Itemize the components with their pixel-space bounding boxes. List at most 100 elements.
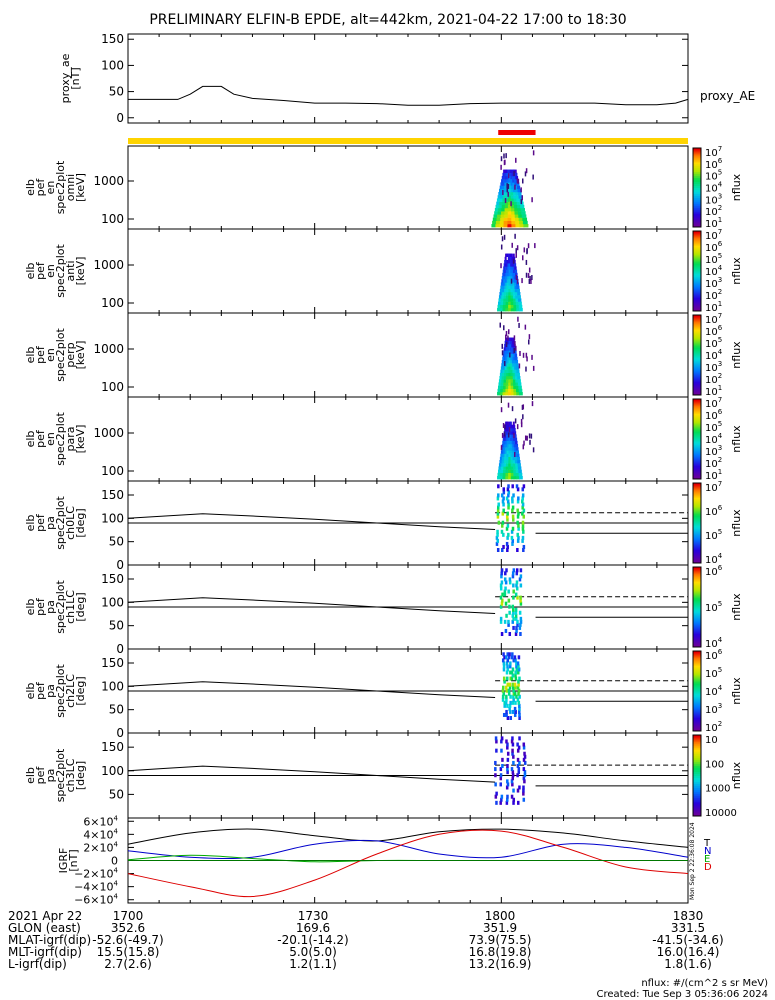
pitch-angle-cell (504, 700, 508, 705)
y-axis-label-line: anti (64, 260, 77, 281)
pitch-angle-cell (515, 628, 518, 633)
spectrogram-cell (507, 440, 510, 445)
spectrogram-speckle (514, 341, 516, 347)
colorbar-cell (693, 343, 701, 346)
pitch-angle-cell (521, 496, 524, 501)
colorbar-cell (693, 789, 701, 793)
colorbar-cell (693, 679, 701, 682)
spectrogram-cell (510, 366, 514, 370)
spectrogram-cell (510, 198, 515, 202)
pitch-angle-cell (505, 514, 509, 519)
spectrogram-cell (508, 176, 512, 180)
spectrogram-cell (512, 292, 516, 296)
pitch-angle-cell (516, 514, 520, 519)
colorbar-cell (693, 529, 701, 532)
pitch-angle-cell (519, 619, 523, 624)
pitch-angle-cell (516, 661, 520, 666)
spectrogram-cell (505, 308, 510, 312)
colorbar-cell (693, 509, 701, 512)
pitch-angle-cell (517, 670, 520, 675)
y-tick-label: 1000 (93, 174, 124, 188)
spectrogram-speckle (500, 244, 503, 250)
pitch-angle-cell (512, 517, 515, 522)
spectrogram-cell (505, 469, 510, 473)
pitch-angle-cell (501, 757, 504, 762)
spectrogram-cell (499, 308, 504, 312)
pitch-angle-cell (511, 736, 514, 741)
y-axis-label-line: en (44, 348, 57, 362)
spectrogram-cell (514, 269, 518, 273)
spectrogram-cell (510, 347, 513, 351)
colorbar-cell (693, 695, 701, 698)
spectrogram-cell (514, 182, 518, 186)
colorbar-cell (693, 629, 701, 632)
spectrogram-cell (509, 340, 513, 345)
colorbar-cell (693, 443, 701, 446)
spectrogram-cell (505, 276, 508, 280)
spectrogram-cell (514, 437, 518, 441)
pitch-angle-cell (499, 767, 503, 772)
pitch-angle-cell (511, 484, 514, 489)
colorbar-cell (693, 587, 701, 590)
y-tick-label: 0 (116, 642, 124, 656)
y-tick-label: 150 (101, 572, 124, 586)
colorbar-cell (693, 467, 701, 470)
y-tick-label: 100 (101, 595, 124, 609)
y-tick-label: 150 (101, 740, 124, 754)
spectrogram-cell (508, 179, 512, 183)
spectrogram-cell (505, 385, 510, 389)
colorbar-cell (693, 355, 701, 358)
spectrogram-cell (508, 172, 512, 177)
spectrogram-cell (514, 434, 517, 438)
spectrogram-cell (507, 208, 513, 212)
spectrogram-cell (508, 356, 512, 361)
spectrogram-cell (500, 217, 505, 221)
spectrogram-cell (500, 450, 504, 454)
spectrogram-anti: 1001000elbpefenspec2plotanti[keV]1011021… (24, 228, 743, 314)
colorbar-cell (693, 449, 701, 452)
spectrogram-cell (507, 344, 510, 348)
pitch-angle-cell (499, 776, 503, 781)
colorbar-cell (693, 369, 701, 372)
colorbar-cell (693, 767, 701, 770)
spectrogram-cell (508, 379, 512, 383)
spectrogram-cell (498, 379, 503, 383)
spectrogram-cell (509, 256, 513, 261)
colorbar-cell (693, 537, 701, 540)
y-tick-label: 100 (101, 464, 124, 478)
spectrogram-speckle (499, 322, 502, 328)
pitch-angle-cell (507, 619, 510, 624)
y-axis-label-line: en (44, 264, 57, 278)
spectrogram-speckle (503, 160, 506, 166)
y-tick-label: 1000 (93, 342, 124, 356)
colorbar-label: 102 (705, 720, 722, 734)
pitch-angle-ch2LC: 050100150elbpefpaspec2plotch2LC[deg]1021… (24, 648, 743, 740)
spectrogram-cell (503, 192, 507, 196)
spectrogram-cell (505, 437, 509, 441)
pitch-angle-cell (507, 484, 510, 489)
spectrogram-cell (500, 388, 504, 393)
spectrogram-speckle (500, 156, 503, 162)
pitch-angle-cell (511, 613, 515, 618)
spectrogram-cell (512, 363, 515, 367)
pitch-angle-cell (519, 574, 523, 579)
colorbar-cell (693, 301, 701, 304)
colorbar-cell (693, 555, 701, 558)
colorbar-cell (693, 241, 701, 244)
pitch-angle-cell (522, 484, 526, 489)
proxy-ae-line (128, 85, 689, 106)
spectrogram-cell (501, 360, 505, 364)
spectrogram-speckle (510, 201, 512, 207)
spectrogram-cell (500, 385, 505, 389)
pitch-angle-cell (502, 676, 506, 681)
spectrogram-speckle (529, 275, 531, 281)
spectrogram-cell (492, 220, 497, 225)
colorbar-frame (692, 566, 702, 648)
spectrogram-cell (508, 372, 512, 377)
pitch-angle-cell (497, 484, 500, 489)
colorbar-label: 106 (705, 504, 723, 518)
spectrogram-cell (513, 388, 518, 393)
pitch-angle-cell (499, 583, 503, 588)
pitch-angle-cell (507, 598, 511, 603)
spectrogram-cell (512, 179, 516, 183)
